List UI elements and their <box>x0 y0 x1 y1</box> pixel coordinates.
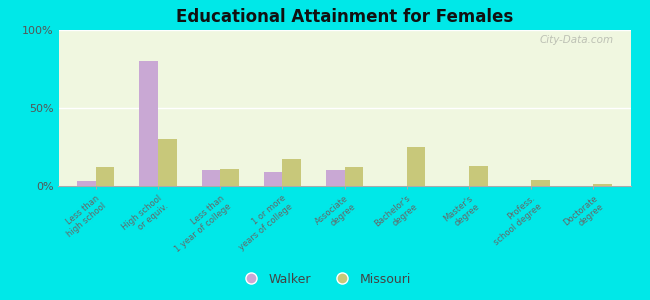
Bar <box>282 160 301 186</box>
Bar <box>344 167 363 186</box>
Bar <box>531 180 550 186</box>
Bar <box>593 184 612 186</box>
Bar <box>96 167 114 186</box>
Bar <box>139 61 158 186</box>
Bar <box>407 147 425 186</box>
Bar <box>469 166 488 186</box>
Legend: Walker, Missouri: Walker, Missouri <box>234 268 416 291</box>
Bar <box>264 172 282 186</box>
Bar <box>77 181 96 186</box>
Bar <box>202 170 220 186</box>
Bar <box>220 169 239 186</box>
Text: City-Data.com: City-Data.com <box>540 35 614 45</box>
Bar <box>158 139 177 186</box>
Bar <box>326 170 344 186</box>
Title: Educational Attainment for Females: Educational Attainment for Females <box>176 8 513 26</box>
